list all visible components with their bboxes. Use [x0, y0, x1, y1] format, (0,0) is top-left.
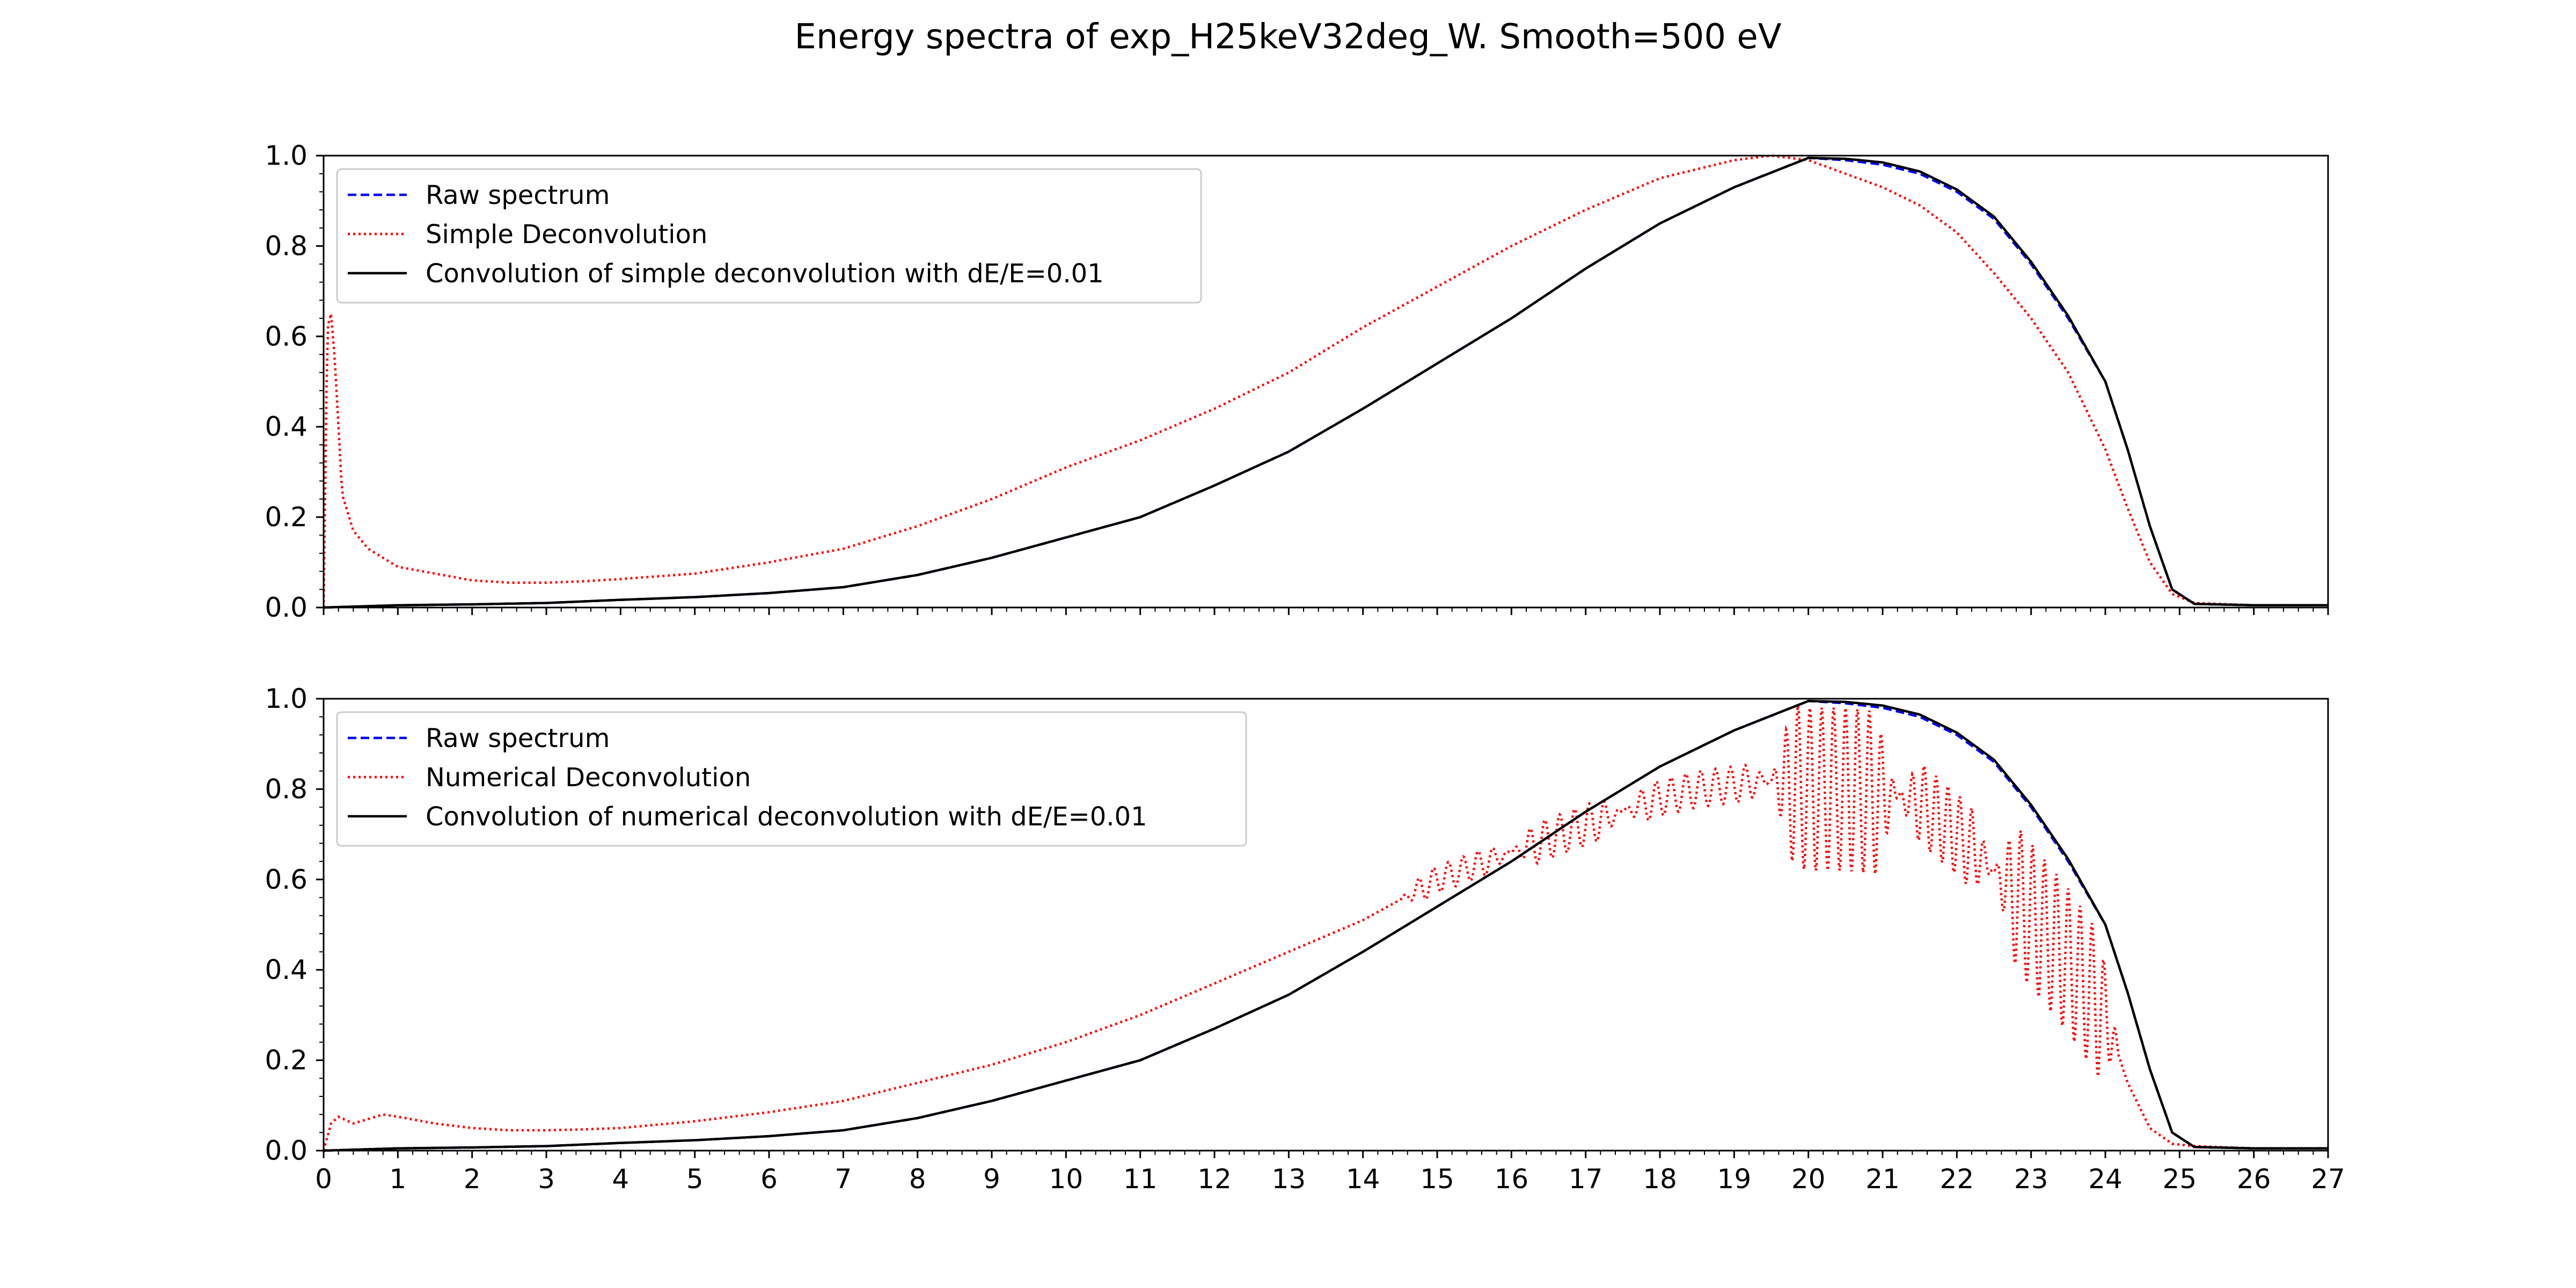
- y-axis: 0.0 0.2 0.4 0.6 0.8 1.0: [265, 683, 324, 1166]
- legend-label-2: Numerical Deconvolution: [426, 763, 751, 793]
- legend-box: [336, 711, 1247, 847]
- x-tick-label: 16: [1495, 1163, 1529, 1195]
- x-axis: [323, 608, 2329, 615]
- x-tick-label: 17: [1569, 1163, 1603, 1195]
- series-group: [324, 154, 2328, 609]
- x-tick-label: 4: [612, 1163, 629, 1195]
- legend-box: [336, 168, 1202, 304]
- x-tick-label: 27: [2311, 1163, 2345, 1195]
- series-line-3: [324, 699, 2328, 1152]
- x-tick-label: 18: [1643, 1163, 1677, 1195]
- x-tick-label: 20: [1791, 1163, 1826, 1195]
- x-tick-label: 11: [1123, 1163, 1158, 1195]
- series-group: [324, 699, 2328, 1152]
- y-tick-label: 0.0: [265, 1135, 308, 1166]
- y-axis: 0.0 0.2 0.4 0.6 0.8 1.0: [265, 140, 324, 623]
- y-tick-label: 0.8: [265, 230, 308, 261]
- x-axis: 0 1 2 3 4 5 6 7 8 9 10 11 12 13 14 15 16 17 18 19 20 21 22 23 24…: [315, 1151, 2345, 1195]
- chart-panel-2: 0 1 2 3 4 5 6 7 8 9 10 11 12 13 14 15 16 17 18 19 20 21 22 23 24…: [265, 683, 2345, 1195]
- x-tick-label: 7: [835, 1163, 852, 1195]
- x-tick-label: 15: [1420, 1163, 1454, 1195]
- x-tick-label: 23: [2014, 1163, 2048, 1195]
- x-tick-label: 0: [315, 1163, 332, 1195]
- y-tick-label: 0.6: [265, 321, 308, 352]
- legend-label-1: Raw spectrum: [426, 723, 610, 753]
- y-tick-label: 0.4: [265, 411, 308, 442]
- legend-label-2: Simple Deconvolution: [426, 219, 707, 250]
- x-tick-label: 5: [686, 1163, 704, 1195]
- chart-panel-1: 0.0 0.2 0.4 0.6 0.8 1.0 Raw spectrum Simple Dec…: [265, 140, 2329, 623]
- y-tick-label: 1.0: [265, 683, 308, 714]
- x-tick-label: 1: [389, 1163, 406, 1195]
- legend: Raw spectrum Numerical Deconvolution Convo…: [336, 711, 1247, 847]
- x-tick-label: 22: [1940, 1163, 1974, 1195]
- x-tick-label: 26: [2237, 1163, 2271, 1195]
- x-tick-label: 25: [2163, 1163, 2197, 1195]
- x-tick-label: 21: [1865, 1163, 1900, 1195]
- legend-label-1: Raw spectrum: [426, 180, 610, 210]
- y-tick-label: 1.0: [265, 140, 308, 171]
- x-tick-label: 14: [1346, 1163, 1380, 1195]
- axes-frame: [323, 698, 2329, 1152]
- x-tick-label: 8: [909, 1163, 926, 1195]
- legend: Raw spectrum Simple Deconvolution Convolut…: [336, 168, 1202, 304]
- x-tick-label: 13: [1272, 1163, 1306, 1195]
- y-tick-label: 0.4: [265, 954, 308, 985]
- x-tick-label: 12: [1197, 1163, 1232, 1195]
- y-tick-label: 0.6: [265, 864, 308, 895]
- x-tick-label: 24: [2088, 1163, 2123, 1195]
- series-line-3: [324, 156, 2328, 609]
- x-tick-label: 2: [464, 1163, 481, 1195]
- chart-panels: 0.0 0.2 0.4 0.6 0.8 1.0 Raw spectrum Simple Dec…: [265, 140, 2345, 1195]
- figure-title: Energy spectra of exp_H25keV32deg_W. Smo…: [794, 17, 1781, 57]
- y-tick-label: 0.0: [265, 592, 308, 623]
- x-tick-label: 6: [760, 1163, 778, 1195]
- series-line-2: [324, 154, 2328, 608]
- x-tick-label: 10: [1049, 1163, 1084, 1195]
- x-tick-label: 9: [983, 1163, 1000, 1195]
- legend-label-3: Convolution of numerical deconvolution w…: [426, 802, 1147, 832]
- x-tick-label: 19: [1717, 1163, 1752, 1195]
- x-tick-label: 3: [538, 1163, 555, 1195]
- axes-frame: [323, 155, 2329, 609]
- y-tick-label: 0.2: [265, 1045, 308, 1076]
- y-tick-label: 0.8: [265, 773, 308, 804]
- legend-label-3: Convolution of simple deconvolution with…: [426, 259, 1104, 289]
- y-tick-label: 0.2: [265, 502, 308, 533]
